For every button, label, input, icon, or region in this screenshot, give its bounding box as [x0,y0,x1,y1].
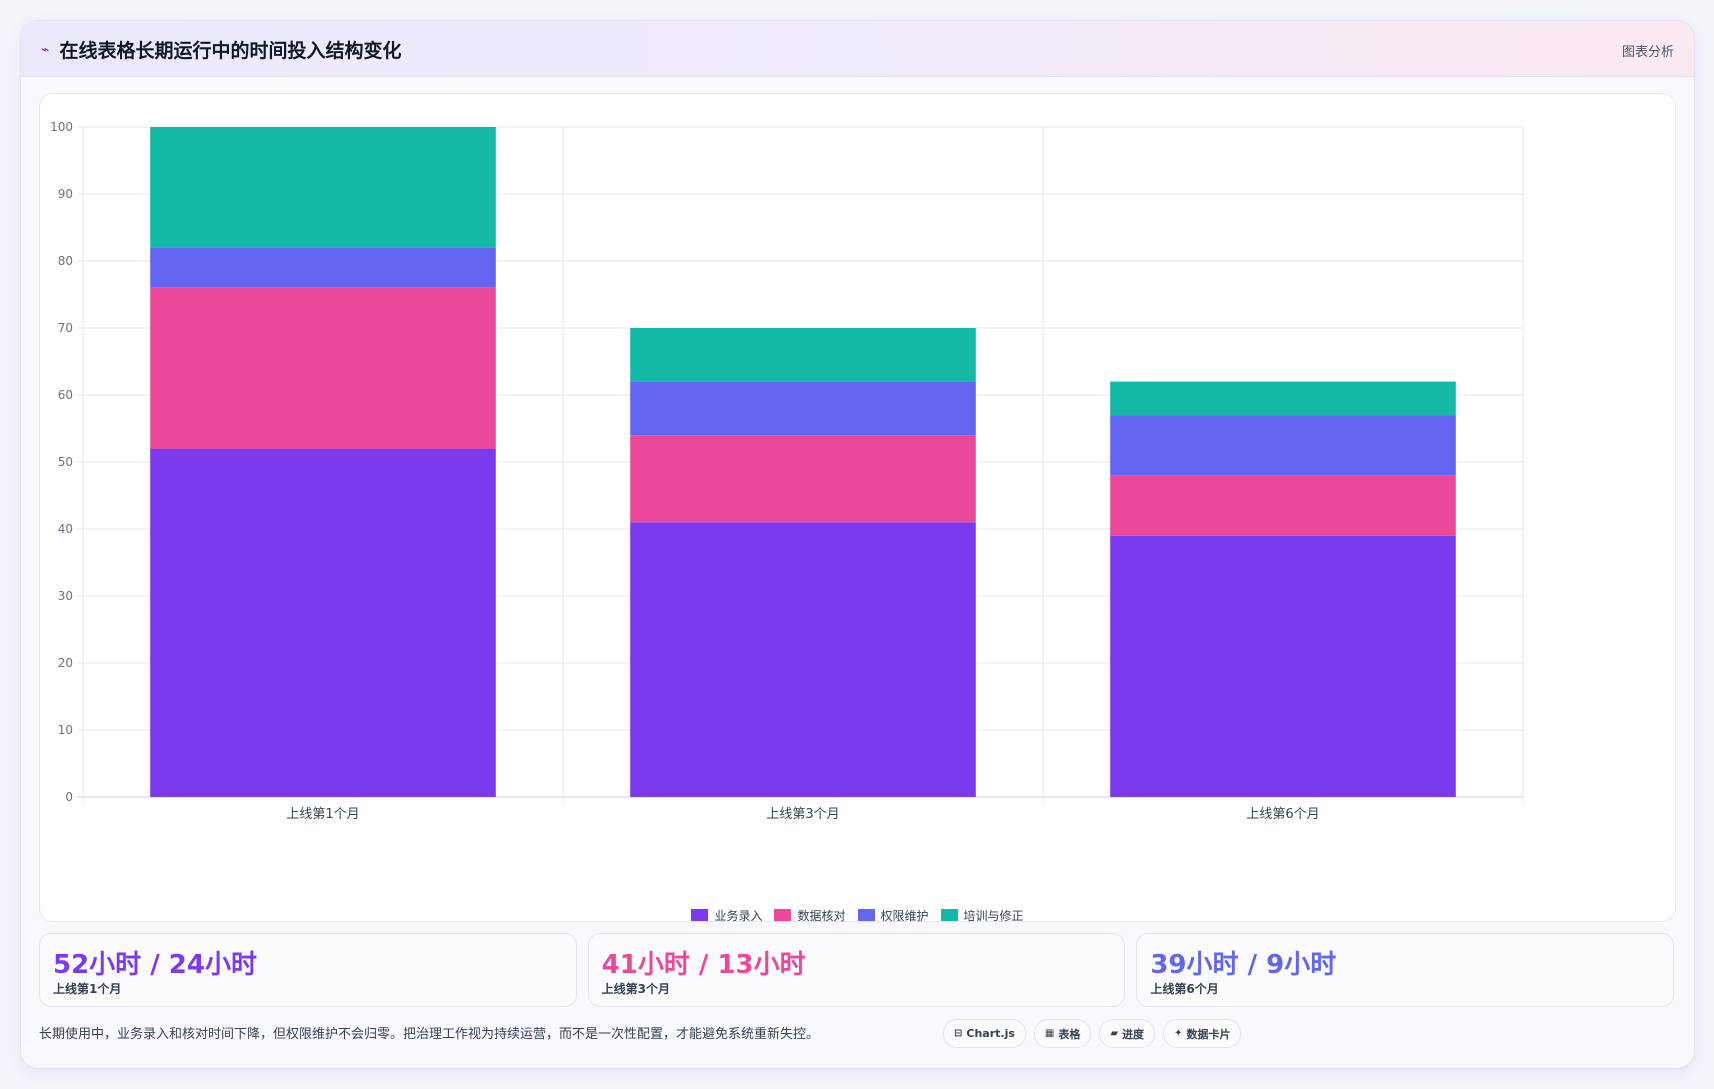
chip-icon: ⊟ [954,1028,963,1039]
stat-value: 41小时 / 13小时 [601,950,806,980]
chip-icon: ▰ [1110,1028,1119,1039]
chart-card: ⌁ 在线表格长期运行中的时间投入结构变化 图表分析 0 10 20 30 40 50 60 7… [20,20,1695,1069]
stacked-bar-chart: 0 10 20 30 40 50 60 70 80 90 100 上线第1个月 上线第3个月 上线第6个月 [50,120,1524,822]
y-tick-label: 20 [58,656,73,670]
bar-segment [630,328,976,382]
legend-swatch [857,909,875,921]
stat-label: 上线第3个月 [601,982,671,996]
y-tick-label: 10 [58,723,73,737]
bar-segment [1110,535,1456,797]
stat-card: 39小时 / 9小时上线第6个月 [1136,933,1675,1007]
chip-label: 表格 [1058,1027,1081,1041]
stat-value: 52小时 / 24小时 [53,950,257,980]
chip-label: Chart.js [966,1027,1015,1040]
bar-segment [1110,475,1456,536]
stat-value: 39小时 / 9小时 [1150,950,1337,980]
footer-note: 长期使用中，业务录入和核对时间下降，但权限维护不会归零。把治理工作视为持续运营，… [39,1027,820,1042]
bar-segment [630,435,976,523]
tag-chip[interactable]: ▰ 进度 [1099,1019,1156,1048]
footer: 长期使用中，业务录入和核对时间下降，但权限维护不会归零。把治理工作视为持续运营，… [39,1017,1674,1053]
legend-label: 培训与修正 [963,908,1024,923]
y-tick-label: 60 [58,388,73,402]
bar-segment [1110,381,1456,416]
tag-chip[interactable]: ✦ 数据卡片 [1163,1019,1242,1048]
y-tick-label: 40 [58,522,73,536]
x-tick-label: 上线第3个月 [766,807,839,822]
legend-label: 权限维护 [880,908,929,923]
legend-swatch [691,909,709,921]
bar-segment [630,522,976,797]
legend-label: 业务录入 [714,908,763,923]
chart-trend-icon: ⌁ [41,41,50,58]
y-tick-label: 0 [65,790,73,804]
tag-chip[interactable]: ⊟ Chart.js [943,1019,1026,1048]
bar-segment [150,448,496,797]
bar-segment [150,247,496,288]
x-tick-label: 上线第6个月 [1246,807,1319,822]
legend-label: 数据核对 [797,908,846,923]
legend-item[interactable]: 培训与修正 [940,906,1024,924]
y-tick-label: 100 [50,120,73,134]
stat-card: 41小时 / 13小时上线第3个月 [587,933,1126,1007]
legend-item[interactable]: 业务录入 [691,906,762,924]
chip-icon: ▦ [1044,1028,1055,1039]
chip-label: 数据卡片 [1186,1027,1231,1041]
bar-segment [1110,415,1456,476]
bar-segment [630,381,976,436]
legend-swatch [774,909,792,921]
card-header: ⌁ 在线表格长期运行中的时间投入结构变化 图表分析 [21,21,1694,77]
y-tick-label: 70 [58,321,73,335]
chart-panel: 0 10 20 30 40 50 60 70 80 90 100 上线第1个月 上线第3个月 上线第6个月… [39,93,1676,924]
y-tick-label: 50 [58,455,73,469]
tag-chips: ⊟ Chart.js ▦ 表格 ▰ 进度 ✦ 数据卡片 [943,1019,1242,1048]
chip-label: 进度 [1122,1027,1145,1041]
chart-title: 在线表格长期运行中的时间投入结构变化 [59,40,402,62]
bar-segment [150,287,496,449]
title-group: ⌁ 在线表格长期运行中的时间投入结构变化 [41,36,401,63]
stat-card: 52小时 / 24小时上线第1个月 [39,933,577,1007]
y-tick-label: 80 [58,254,73,268]
chart-analysis-label: 图表分析 [1621,45,1674,60]
legend-item[interactable]: 数据核对 [774,906,846,924]
bar-segment [150,127,496,248]
x-tick-label: 上线第1个月 [286,807,359,822]
tag-chip[interactable]: ▦ 表格 [1033,1019,1092,1048]
stat-cards: 52小时 / 24小时 上线第1个月 41小时 / 13小时 上线第3个月 39小时 /… [39,933,1675,1007]
y-tick-label: 90 [58,187,73,201]
chart-legend: 业务录入 数据核对 权限维护 培训与修正 [40,906,1675,924]
stat-label: 上线第1个月 [53,982,122,996]
chip-icon: ✦ [1174,1028,1183,1039]
y-tick-label: 30 [58,589,73,603]
legend-item[interactable]: 权限维护 [857,906,929,924]
legend-swatch [940,909,958,921]
stat-label: 上线第6个月 [1150,982,1219,996]
